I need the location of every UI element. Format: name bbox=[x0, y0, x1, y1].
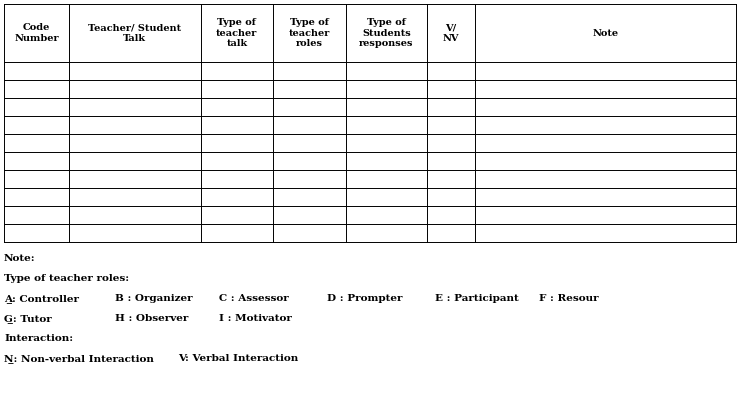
Text: F : Resour: F : Resour bbox=[539, 294, 599, 303]
Text: A̲: Controller: A̲: Controller bbox=[4, 294, 79, 303]
Text: V: Verbal Interaction: V: Verbal Interaction bbox=[179, 354, 299, 363]
Text: Interaction:: Interaction: bbox=[4, 334, 73, 343]
Text: Note:: Note: bbox=[4, 254, 36, 263]
Text: V/
NV: V/ NV bbox=[443, 23, 459, 43]
Text: H : Observer: H : Observer bbox=[115, 314, 189, 323]
Text: Teacher/ Student
Talk: Teacher/ Student Talk bbox=[89, 23, 182, 43]
Text: Type of teacher roles:: Type of teacher roles: bbox=[4, 274, 129, 283]
Text: B : Organizer: B : Organizer bbox=[115, 294, 193, 303]
Text: N̲: Non-verbal Interaction: N̲: Non-verbal Interaction bbox=[4, 354, 153, 363]
Text: D : Prompter: D : Prompter bbox=[327, 294, 403, 303]
Text: Type of
teacher
talk: Type of teacher talk bbox=[217, 18, 257, 48]
Text: C : Assessor: C : Assessor bbox=[219, 294, 289, 303]
Text: E : Participant: E : Participant bbox=[435, 294, 519, 303]
Text: Note: Note bbox=[592, 28, 619, 37]
Text: I : Motivator: I : Motivator bbox=[219, 314, 292, 323]
Text: G̲: Tutor: G̲: Tutor bbox=[4, 314, 51, 323]
Text: Code
Number: Code Number bbox=[14, 23, 59, 43]
Text: Type of
Students
responses: Type of Students responses bbox=[359, 18, 414, 48]
Text: Type of
teacher
roles: Type of teacher roles bbox=[289, 18, 330, 48]
